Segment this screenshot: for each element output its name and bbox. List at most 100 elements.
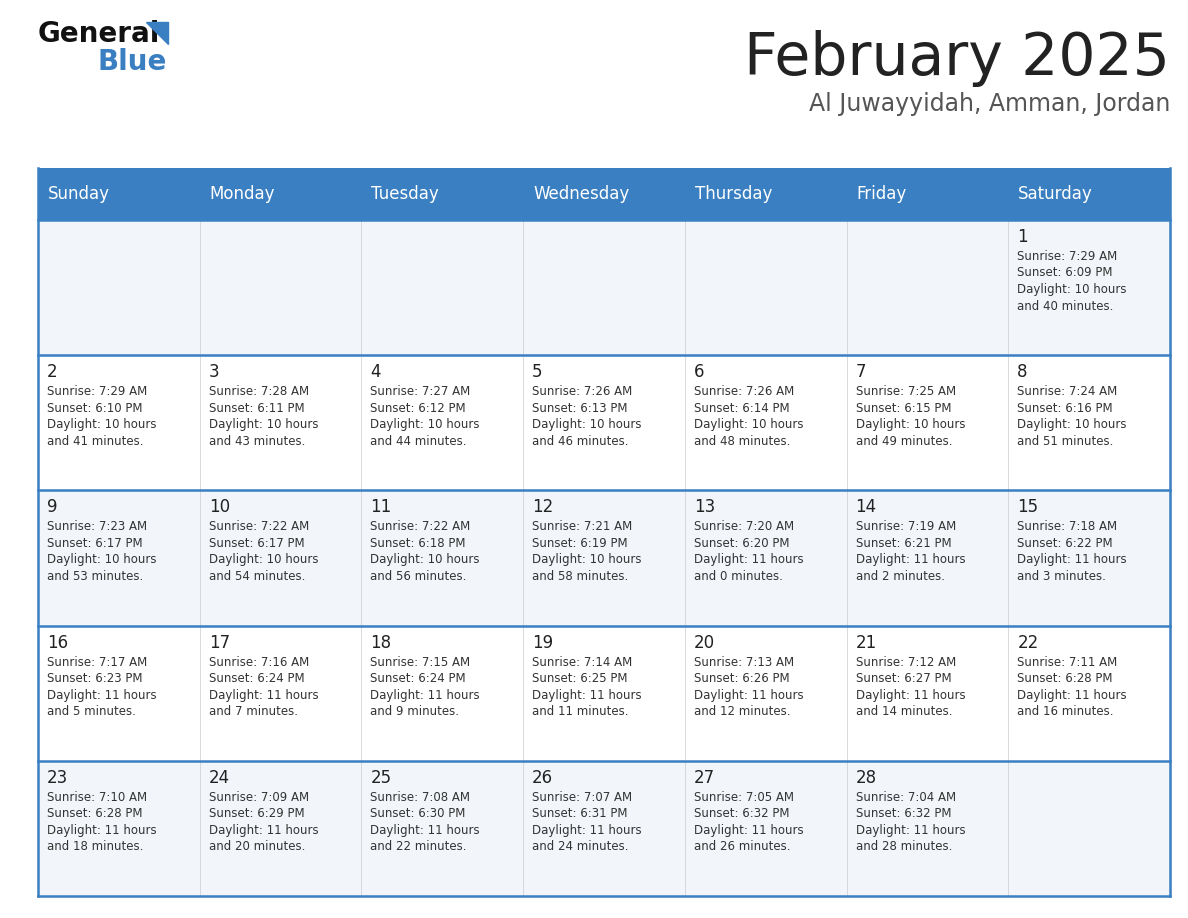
Text: and 43 minutes.: and 43 minutes.	[209, 435, 305, 448]
Text: Sunset: 6:26 PM: Sunset: 6:26 PM	[694, 672, 790, 685]
Text: Sunset: 6:32 PM: Sunset: 6:32 PM	[855, 807, 952, 821]
Text: and 28 minutes.: and 28 minutes.	[855, 840, 952, 854]
Text: Al Juwayyidah, Amman, Jordan: Al Juwayyidah, Amman, Jordan	[809, 92, 1170, 116]
Text: 5: 5	[532, 364, 543, 381]
Text: and 16 minutes.: and 16 minutes.	[1017, 705, 1114, 718]
Text: Daylight: 10 hours: Daylight: 10 hours	[48, 419, 157, 431]
Text: Sunset: 6:14 PM: Sunset: 6:14 PM	[694, 402, 790, 415]
Text: and 0 minutes.: and 0 minutes.	[694, 570, 783, 583]
Text: Sunset: 6:13 PM: Sunset: 6:13 PM	[532, 402, 627, 415]
Text: Daylight: 10 hours: Daylight: 10 hours	[1017, 283, 1126, 296]
Bar	[200, 168, 361, 220]
Text: Daylight: 11 hours: Daylight: 11 hours	[855, 688, 965, 701]
Bar	[847, 168, 1009, 220]
Text: Sunset: 6:09 PM: Sunset: 6:09 PM	[1017, 266, 1113, 279]
Text: and 48 minutes.: and 48 minutes.	[694, 435, 790, 448]
Text: February 2025: February 2025	[744, 30, 1170, 87]
Text: 25: 25	[371, 768, 392, 787]
Text: Daylight: 11 hours: Daylight: 11 hours	[694, 688, 803, 701]
Text: Daylight: 11 hours: Daylight: 11 hours	[532, 688, 642, 701]
Text: Sunset: 6:20 PM: Sunset: 6:20 PM	[694, 537, 789, 550]
Text: 17: 17	[209, 633, 229, 652]
Text: and 5 minutes.: and 5 minutes.	[48, 705, 135, 718]
Text: Sunset: 6:18 PM: Sunset: 6:18 PM	[371, 537, 466, 550]
Text: Sunrise: 7:08 AM: Sunrise: 7:08 AM	[371, 790, 470, 804]
Text: and 44 minutes.: and 44 minutes.	[371, 435, 467, 448]
Bar	[38, 490, 1170, 625]
Text: Sunrise: 7:22 AM: Sunrise: 7:22 AM	[371, 521, 470, 533]
Text: 10: 10	[209, 498, 229, 517]
Text: and 3 minutes.: and 3 minutes.	[1017, 570, 1106, 583]
Text: Sunrise: 7:14 AM: Sunrise: 7:14 AM	[532, 655, 632, 668]
Text: and 26 minutes.: and 26 minutes.	[694, 840, 790, 854]
Text: Sunset: 6:31 PM: Sunset: 6:31 PM	[532, 807, 627, 821]
Text: and 40 minutes.: and 40 minutes.	[1017, 299, 1113, 312]
Text: and 54 minutes.: and 54 minutes.	[209, 570, 305, 583]
Text: Sunset: 6:32 PM: Sunset: 6:32 PM	[694, 807, 789, 821]
Text: Daylight: 10 hours: Daylight: 10 hours	[371, 554, 480, 566]
Text: Daylight: 10 hours: Daylight: 10 hours	[532, 419, 642, 431]
Text: Sunrise: 7:21 AM: Sunrise: 7:21 AM	[532, 521, 632, 533]
Text: 1: 1	[1017, 228, 1028, 246]
Text: and 18 minutes.: and 18 minutes.	[48, 840, 144, 854]
Text: Sunrise: 7:09 AM: Sunrise: 7:09 AM	[209, 790, 309, 804]
Text: and 46 minutes.: and 46 minutes.	[532, 435, 628, 448]
Text: Daylight: 11 hours: Daylight: 11 hours	[371, 823, 480, 837]
Text: Sunrise: 7:26 AM: Sunrise: 7:26 AM	[532, 386, 632, 398]
Text: 8: 8	[1017, 364, 1028, 381]
Bar	[38, 761, 1170, 896]
Text: Daylight: 11 hours: Daylight: 11 hours	[694, 823, 803, 837]
Text: Sunrise: 7:25 AM: Sunrise: 7:25 AM	[855, 386, 955, 398]
Text: Sunrise: 7:27 AM: Sunrise: 7:27 AM	[371, 386, 470, 398]
Text: Daylight: 11 hours: Daylight: 11 hours	[1017, 554, 1127, 566]
Text: Sunrise: 7:18 AM: Sunrise: 7:18 AM	[1017, 521, 1118, 533]
Text: Daylight: 10 hours: Daylight: 10 hours	[1017, 419, 1126, 431]
Text: Sunset: 6:23 PM: Sunset: 6:23 PM	[48, 672, 143, 685]
Text: Sunrise: 7:22 AM: Sunrise: 7:22 AM	[209, 521, 309, 533]
Text: Daylight: 10 hours: Daylight: 10 hours	[532, 554, 642, 566]
Text: Sunrise: 7:17 AM: Sunrise: 7:17 AM	[48, 655, 147, 668]
Text: 13: 13	[694, 498, 715, 517]
Text: Sunrise: 7:20 AM: Sunrise: 7:20 AM	[694, 521, 794, 533]
Text: Daylight: 11 hours: Daylight: 11 hours	[48, 823, 157, 837]
Text: Wednesday: Wednesday	[533, 185, 630, 203]
Text: Sunrise: 7:13 AM: Sunrise: 7:13 AM	[694, 655, 794, 668]
Text: and 51 minutes.: and 51 minutes.	[1017, 435, 1113, 448]
Text: Sunset: 6:25 PM: Sunset: 6:25 PM	[532, 672, 627, 685]
Bar	[523, 168, 684, 220]
Text: Sunrise: 7:05 AM: Sunrise: 7:05 AM	[694, 790, 794, 804]
Text: Sunrise: 7:07 AM: Sunrise: 7:07 AM	[532, 790, 632, 804]
Text: 16: 16	[48, 633, 68, 652]
Bar	[1009, 168, 1170, 220]
Text: Sunrise: 7:04 AM: Sunrise: 7:04 AM	[855, 790, 955, 804]
Text: Sunday: Sunday	[48, 185, 110, 203]
Text: Monday: Monday	[210, 185, 276, 203]
Text: Sunset: 6:24 PM: Sunset: 6:24 PM	[209, 672, 304, 685]
Text: 9: 9	[48, 498, 57, 517]
Text: 28: 28	[855, 768, 877, 787]
Text: and 56 minutes.: and 56 minutes.	[371, 570, 467, 583]
Text: 11: 11	[371, 498, 392, 517]
Text: Sunrise: 7:24 AM: Sunrise: 7:24 AM	[1017, 386, 1118, 398]
Text: Sunset: 6:16 PM: Sunset: 6:16 PM	[1017, 402, 1113, 415]
Text: 24: 24	[209, 768, 229, 787]
Text: Tuesday: Tuesday	[372, 185, 440, 203]
Bar	[38, 625, 1170, 761]
Text: Sunrise: 7:15 AM: Sunrise: 7:15 AM	[371, 655, 470, 668]
Text: Daylight: 11 hours: Daylight: 11 hours	[371, 688, 480, 701]
Text: and 14 minutes.: and 14 minutes.	[855, 705, 952, 718]
Text: Daylight: 11 hours: Daylight: 11 hours	[855, 823, 965, 837]
Text: Sunset: 6:29 PM: Sunset: 6:29 PM	[209, 807, 304, 821]
Text: and 49 minutes.: and 49 minutes.	[855, 435, 952, 448]
Text: 19: 19	[532, 633, 554, 652]
Text: and 9 minutes.: and 9 minutes.	[371, 705, 460, 718]
Polygon shape	[146, 22, 168, 44]
Text: 6: 6	[694, 364, 704, 381]
Text: Daylight: 11 hours: Daylight: 11 hours	[694, 554, 803, 566]
Text: Daylight: 10 hours: Daylight: 10 hours	[371, 419, 480, 431]
Text: Sunrise: 7:23 AM: Sunrise: 7:23 AM	[48, 521, 147, 533]
Text: Sunset: 6:17 PM: Sunset: 6:17 PM	[209, 537, 304, 550]
Text: Daylight: 11 hours: Daylight: 11 hours	[532, 823, 642, 837]
Text: and 20 minutes.: and 20 minutes.	[209, 840, 305, 854]
Text: Daylight: 11 hours: Daylight: 11 hours	[209, 688, 318, 701]
